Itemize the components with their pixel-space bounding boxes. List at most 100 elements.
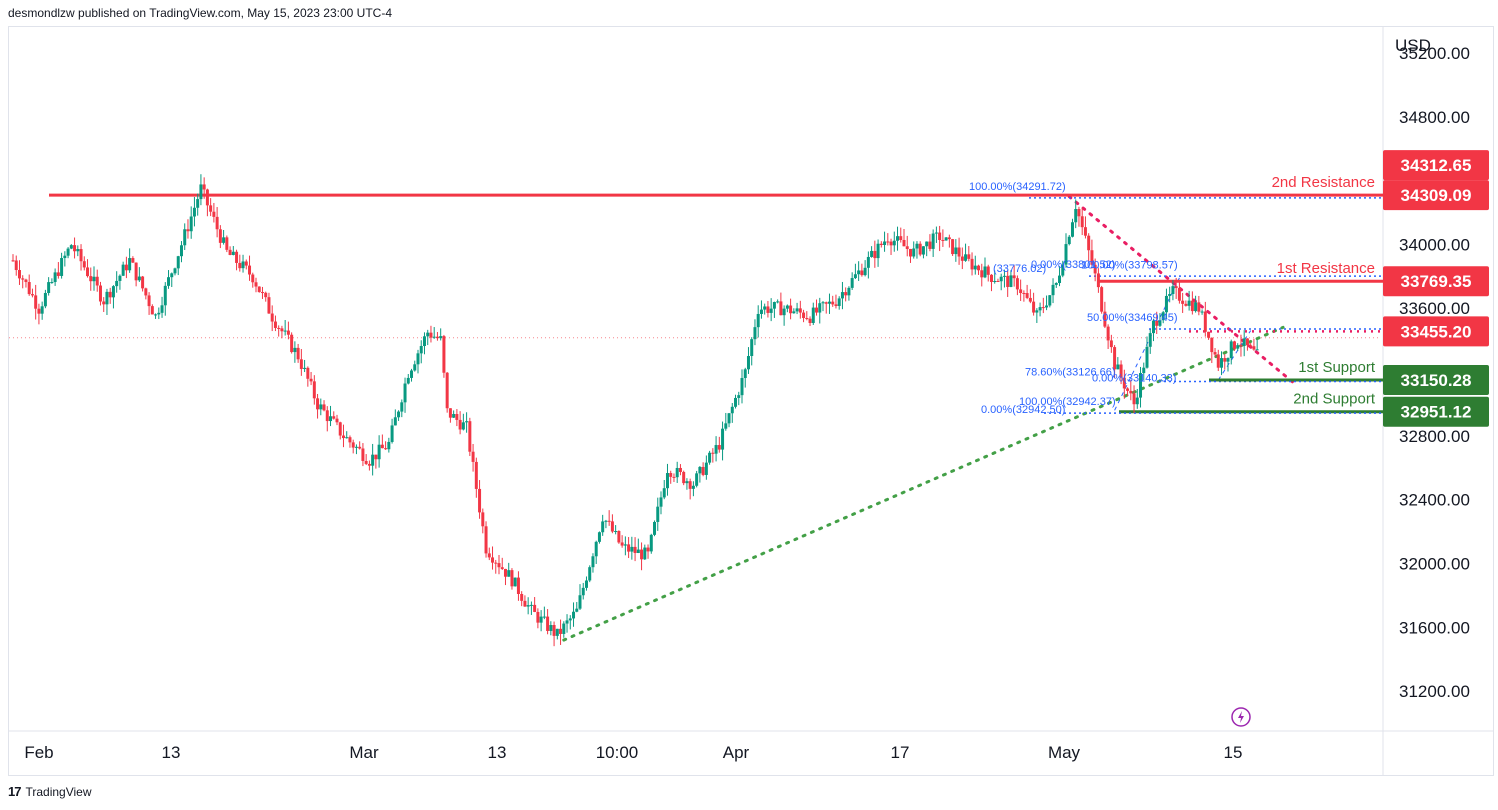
candle-body	[779, 301, 783, 316]
candle-body	[296, 347, 300, 360]
candle-body	[857, 270, 861, 275]
candle-body	[380, 444, 384, 449]
candle-body	[1093, 264, 1097, 274]
candle-body	[400, 402, 404, 412]
candle-body	[170, 273, 174, 278]
candle-body	[601, 521, 605, 533]
price-tags: 34312.65 34309.09 33769.35 33455.20 33150.28…	[1383, 150, 1489, 427]
price-tag-high-bg	[1383, 150, 1489, 181]
candle-body	[552, 625, 556, 636]
candle-body	[176, 256, 180, 269]
price-axis[interactable]: 35200.00 34800.00 34000.00 33600.00 32800.00…	[1399, 44, 1470, 701]
candle-body	[1067, 236, 1071, 245]
candle-body	[643, 547, 647, 560]
candle-body	[967, 254, 971, 259]
price-tick-label: 34800.00	[1399, 108, 1470, 127]
candle-body	[675, 467, 679, 478]
candle-body	[993, 280, 997, 282]
resistance-level-label: 2nd Resistance	[1272, 174, 1375, 191]
candle-body	[831, 301, 835, 305]
candle-body	[584, 580, 588, 588]
candle-body	[708, 452, 712, 463]
candle-body	[682, 471, 686, 484]
fib-label: 0.00%(32942.50)	[981, 404, 1065, 416]
candle-body	[371, 454, 375, 466]
candle-body	[1070, 222, 1074, 237]
candle-body	[1119, 364, 1123, 378]
time-tick-label: 13	[162, 743, 181, 762]
candle-body	[1080, 216, 1084, 228]
candle-body	[115, 280, 119, 287]
candle-body	[743, 369, 747, 379]
candle-body	[413, 364, 417, 371]
candle-body	[105, 291, 109, 305]
candle-body	[1187, 300, 1191, 306]
candle-body	[1032, 301, 1036, 313]
candle-body	[925, 241, 929, 247]
candle-body	[124, 264, 128, 271]
candle-body	[1216, 354, 1220, 368]
candle-body	[21, 278, 25, 280]
candle-body	[199, 184, 203, 200]
candle-body	[147, 295, 151, 307]
candle-body	[581, 587, 585, 596]
candle-body	[636, 549, 640, 554]
candle-body	[704, 462, 708, 475]
price-chart[interactable]: 2nd Resistance 1st Resistance 1st Support 2…	[9, 27, 1493, 775]
candle-body	[1045, 305, 1049, 308]
candle-body	[1210, 337, 1214, 353]
lightning-icon[interactable]	[1231, 707, 1251, 727]
candle-body	[43, 292, 47, 307]
candle-body	[1064, 244, 1068, 265]
candle-body	[283, 330, 287, 332]
candle-body	[439, 336, 443, 339]
fib-label: 78.60%(33126.66)	[1025, 367, 1116, 379]
candle-body	[1028, 297, 1032, 302]
candle-body	[47, 282, 51, 293]
price-tick-label: 31600.00	[1399, 618, 1470, 637]
fib-label: 100.00%(33798.57)	[1081, 260, 1178, 272]
candle-body	[1019, 289, 1023, 294]
candle-body	[306, 367, 310, 379]
candle-body	[248, 265, 252, 275]
candle-body	[503, 568, 507, 577]
chart-frame[interactable]: 2nd Resistance 1st Resistance 1st Support 2…	[8, 26, 1494, 776]
fib-label: 50.00%(33469.45)	[1087, 312, 1178, 324]
candle-body	[555, 628, 559, 636]
candle-body	[1025, 293, 1029, 298]
candle-body	[150, 306, 154, 315]
candle-body	[986, 266, 990, 275]
candle-body	[620, 542, 624, 546]
horizontal-levels: 2nd Resistance 1st Resistance 1st Support 2…	[49, 174, 1383, 414]
candle-body	[565, 620, 569, 624]
candle-body	[1132, 393, 1136, 405]
candle-body	[461, 422, 465, 430]
candle-body	[189, 216, 193, 232]
time-tick-label: 13	[488, 743, 507, 762]
candle-body	[448, 408, 452, 418]
candle-body	[847, 287, 851, 296]
candle-body	[727, 413, 731, 424]
candle-body	[523, 600, 527, 607]
candle-body	[627, 544, 631, 552]
candle-body	[1155, 320, 1159, 326]
candle-body	[539, 616, 543, 623]
candle-body	[167, 277, 171, 286]
time-axis[interactable]: Feb 13 Mar 13 10:00 Apr 17 May 15	[24, 743, 1242, 762]
candle-body	[442, 336, 446, 373]
candle-body	[840, 292, 844, 299]
candle-body	[594, 541, 598, 557]
candle-body	[1242, 338, 1246, 346]
candle-body	[286, 330, 290, 335]
candle-body	[1151, 320, 1155, 334]
time-tick-label: Mar	[349, 743, 379, 762]
time-tick-label: 17	[891, 743, 910, 762]
candle-body	[458, 419, 462, 430]
price-tick-label: 32800.00	[1399, 427, 1470, 446]
candle-body	[196, 199, 200, 208]
candle-body	[630, 546, 634, 552]
candle-body	[111, 286, 115, 298]
candle-body	[672, 476, 676, 478]
price-tag-support-bg	[1383, 396, 1489, 427]
candle-body	[222, 237, 226, 243]
